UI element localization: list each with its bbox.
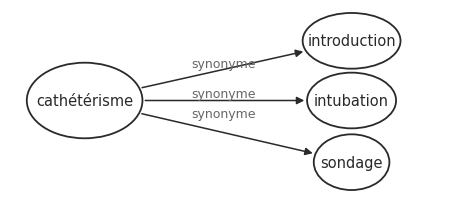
Ellipse shape <box>307 73 396 129</box>
Ellipse shape <box>27 63 143 139</box>
Text: synonyme: synonyme <box>192 58 256 71</box>
Text: intubation: intubation <box>314 94 389 108</box>
Text: cathétérisme: cathétérisme <box>36 94 133 108</box>
Ellipse shape <box>303 14 400 69</box>
Text: sondage: sondage <box>321 155 383 170</box>
Text: synonyme: synonyme <box>192 107 256 120</box>
Text: synonyme: synonyme <box>192 88 256 101</box>
Ellipse shape <box>314 135 390 190</box>
Text: introduction: introduction <box>307 34 396 49</box>
